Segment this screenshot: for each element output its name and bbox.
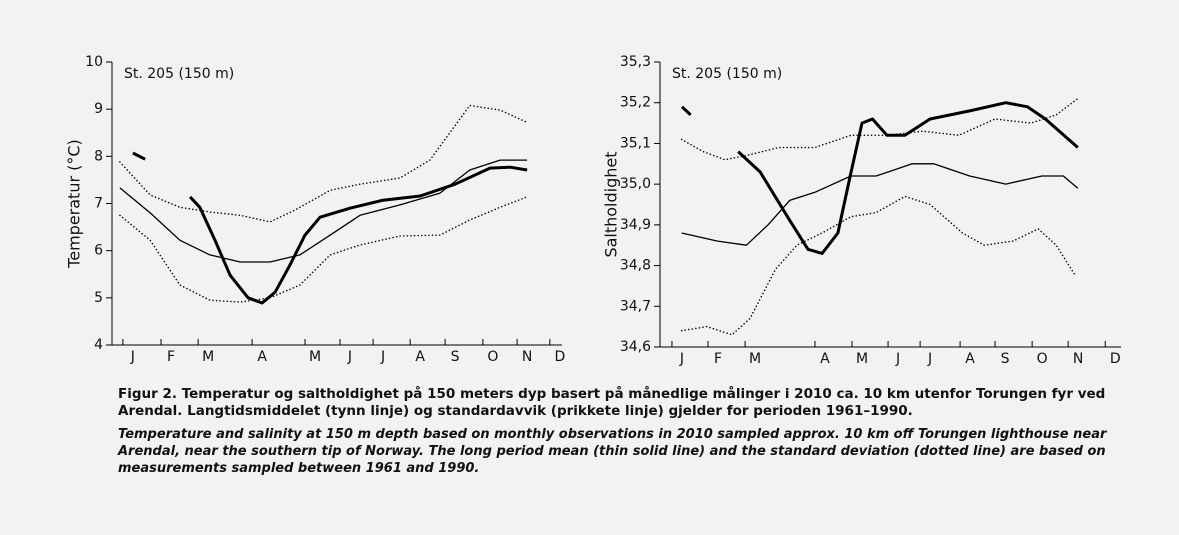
y-tick-label: 4 xyxy=(94,337,103,353)
x-tick-label: F xyxy=(714,351,722,367)
x-tick-label: S xyxy=(1001,351,1010,367)
x-tick-label: J xyxy=(130,349,135,365)
x-tick-label: J xyxy=(380,349,385,365)
x-tick-label: O xyxy=(487,349,498,365)
y-tick-label: 5 xyxy=(94,290,103,306)
y-tick-label: 34,8 xyxy=(620,258,651,274)
x-tick-label: D xyxy=(1110,351,1121,367)
x-tick-label: N xyxy=(1073,351,1083,367)
data-line xyxy=(680,101,1079,255)
x-tick-label: J xyxy=(347,349,352,365)
data-line xyxy=(119,196,528,303)
x-tick-label: M xyxy=(309,349,321,365)
data-line xyxy=(680,195,1075,336)
x-tick-label: O xyxy=(1037,351,1048,367)
data-line xyxy=(119,159,528,263)
x-tick-label: M xyxy=(202,349,214,365)
x-tick-label: J xyxy=(895,351,900,367)
data-line xyxy=(119,104,528,223)
y-tick-label: 8 xyxy=(94,148,103,164)
x-tick-label: M xyxy=(856,351,868,367)
caption-english: Temperature and salinity at 150 m depth … xyxy=(118,427,1107,476)
y-tick-label: 34,9 xyxy=(620,217,651,233)
x-tick-label: N xyxy=(522,349,532,365)
x-tick-label: A xyxy=(257,349,267,365)
x-tick-label: F xyxy=(167,349,175,365)
y-tick-label: 7 xyxy=(94,196,103,212)
y-tick-label: 9 xyxy=(94,101,103,117)
x-tick-label: J xyxy=(927,351,932,367)
y-tick-label: 35,3 xyxy=(620,54,651,70)
y-axis-label: Saltholdighet xyxy=(602,151,621,257)
data-line xyxy=(132,151,528,305)
y-tick-label: 35,1 xyxy=(620,135,651,151)
x-tick-label: M xyxy=(749,351,761,367)
x-tick-label: A xyxy=(820,351,830,367)
data-line xyxy=(681,163,1079,246)
y-tick-label: 35,0 xyxy=(620,176,651,192)
x-tick-label: A xyxy=(965,351,975,367)
y-axis-label: Temperatur (°C) xyxy=(65,139,84,269)
x-tick-label: A xyxy=(415,349,425,365)
x-tick-label: J xyxy=(679,351,684,367)
x-tick-label: S xyxy=(451,349,460,365)
y-tick-label: 35,2 xyxy=(620,95,651,111)
charts: 4 5 6 7 8 9 10 J F M A M J J A S O N D St. 205 (150 m) Tempe… xyxy=(65,54,1121,367)
y-tick-label: 34,6 xyxy=(620,339,651,355)
y-tick-label: 6 xyxy=(94,243,103,259)
y-tick-label: 34,7 xyxy=(620,298,651,314)
annotation: St. 205 (150 m) xyxy=(672,66,782,82)
caption-norwegian: Figur 2. Temperatur og saltholdighet på … xyxy=(118,386,1106,419)
x-tick-label: D xyxy=(554,349,565,365)
y-tick-label: 10 xyxy=(85,54,103,70)
annotation: St. 205 (150 m) xyxy=(124,66,234,82)
